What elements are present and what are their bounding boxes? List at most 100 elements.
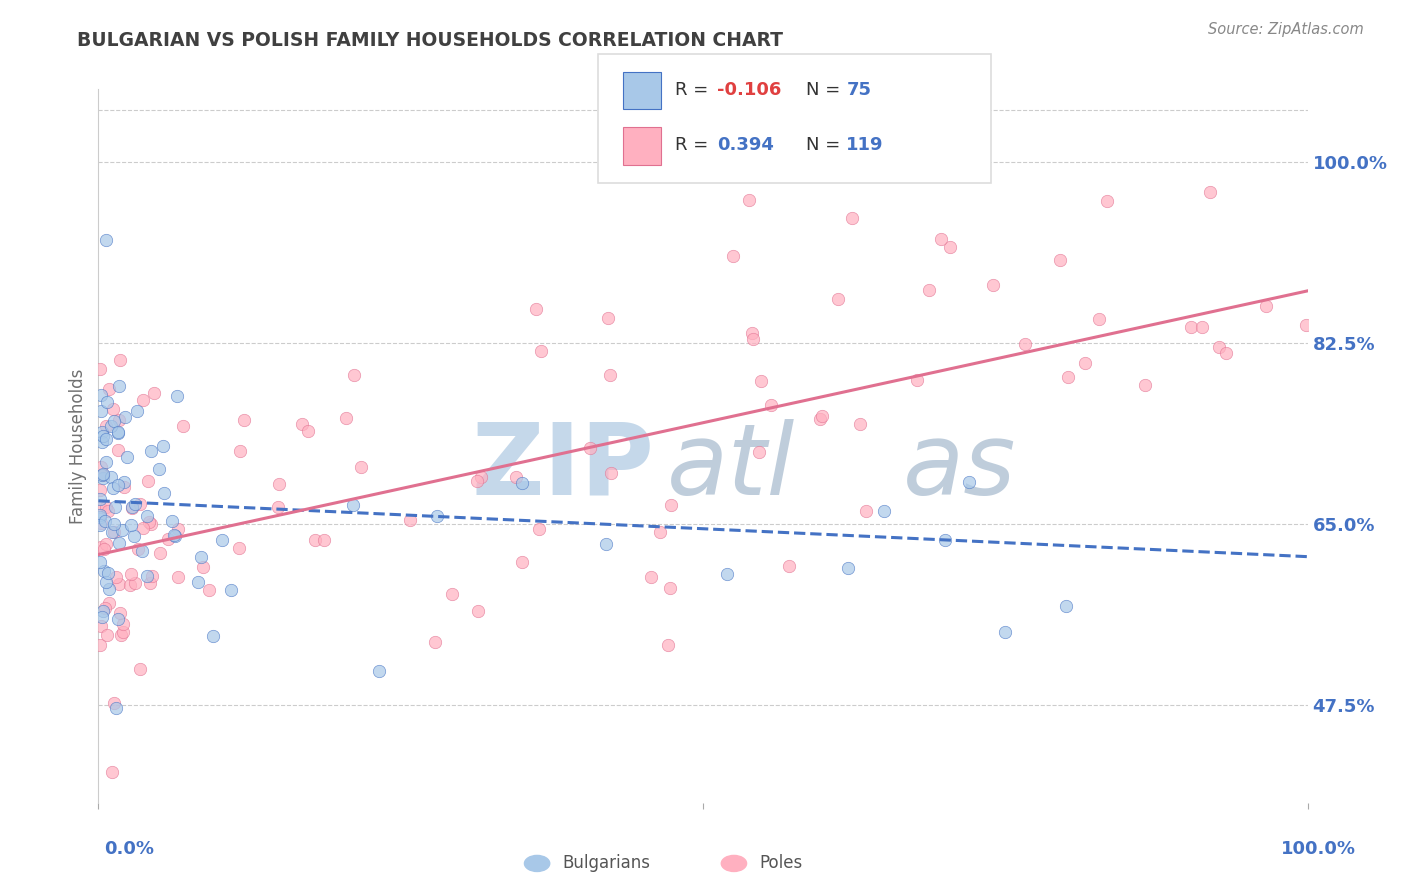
Point: [759, 398, 782, 412]
Point: [160, 514, 183, 528]
Point: [918, 283, 941, 297]
Point: [524, 302, 547, 317]
Point: [228, 443, 250, 458]
Point: [132, 521, 155, 535]
Point: [108, 378, 131, 392]
Point: [90, 404, 112, 418]
Text: Bulgarians: Bulgarians: [562, 855, 651, 872]
Point: [1199, 185, 1222, 199]
Text: Source: ZipAtlas.com: Source: ZipAtlas.com: [1208, 22, 1364, 37]
Point: [101, 401, 124, 416]
Point: [136, 569, 159, 583]
Point: [100, 525, 122, 540]
Point: [131, 544, 153, 558]
Point: [149, 545, 172, 559]
Point: [107, 612, 129, 626]
Point: [94, 537, 117, 551]
Point: [152, 439, 174, 453]
Point: [111, 617, 134, 632]
Point: [426, 509, 449, 524]
Point: [114, 409, 136, 424]
Point: [841, 211, 863, 225]
Point: [350, 459, 373, 474]
Point: [741, 333, 763, 347]
Point: [93, 564, 115, 578]
Text: R =: R =: [675, 81, 714, 100]
Point: [138, 575, 160, 590]
Text: as: as: [903, 419, 1017, 516]
Point: [778, 558, 800, 573]
Point: [90, 467, 112, 482]
Point: [91, 471, 114, 485]
Point: [297, 424, 319, 438]
Point: [873, 504, 896, 518]
Point: [219, 583, 242, 598]
Point: [827, 292, 849, 306]
Point: [97, 582, 120, 596]
Point: [1014, 337, 1036, 351]
Text: -0.106: -0.106: [717, 81, 782, 100]
Point: [103, 481, 125, 495]
Point: [211, 533, 233, 547]
Point: [465, 474, 488, 488]
Point: [103, 414, 125, 428]
Point: [648, 524, 671, 539]
Point: [981, 278, 1004, 293]
Point: [103, 517, 125, 532]
Point: [104, 700, 127, 714]
Point: [156, 533, 179, 547]
Point: [108, 607, 131, 621]
Point: [721, 249, 744, 263]
Point: [1208, 341, 1230, 355]
Point: [994, 624, 1017, 639]
Point: [342, 498, 364, 512]
Point: [110, 628, 132, 642]
Point: [1097, 194, 1119, 208]
Point: [124, 576, 146, 591]
Point: [143, 386, 166, 401]
Point: [599, 368, 621, 383]
Point: [96, 628, 118, 642]
Point: [89, 517, 111, 532]
Point: [108, 353, 131, 368]
Point: [1088, 312, 1111, 326]
Point: [91, 425, 114, 439]
Point: [579, 441, 602, 455]
Point: [120, 517, 142, 532]
Y-axis label: Family Households: Family Households: [69, 368, 87, 524]
Text: 119: 119: [846, 136, 884, 153]
Point: [291, 417, 314, 431]
Point: [89, 508, 111, 522]
Point: [153, 486, 176, 500]
Point: [172, 418, 194, 433]
Text: N =: N =: [806, 136, 845, 153]
Point: [129, 497, 152, 511]
Point: [107, 442, 129, 457]
Point: [101, 764, 124, 779]
Point: [107, 536, 129, 550]
Point: [934, 533, 956, 548]
Point: [91, 468, 114, 483]
Point: [89, 483, 111, 498]
Point: [512, 556, 534, 570]
Point: [90, 459, 112, 474]
Point: [129, 662, 152, 676]
Point: [267, 500, 290, 515]
Point: [343, 368, 366, 382]
Point: [166, 388, 188, 402]
Point: [596, 310, 619, 325]
Point: [103, 696, 125, 710]
Point: [139, 444, 162, 458]
Point: [748, 444, 770, 458]
Point: [849, 417, 872, 432]
Point: [91, 467, 114, 482]
Point: [749, 374, 772, 388]
Point: [187, 575, 209, 590]
Point: [423, 635, 446, 649]
Point: [957, 475, 980, 489]
Point: [167, 570, 190, 584]
Point: [127, 404, 149, 418]
Point: [1191, 319, 1213, 334]
Point: [929, 231, 952, 245]
Text: atl: atl: [666, 419, 794, 516]
